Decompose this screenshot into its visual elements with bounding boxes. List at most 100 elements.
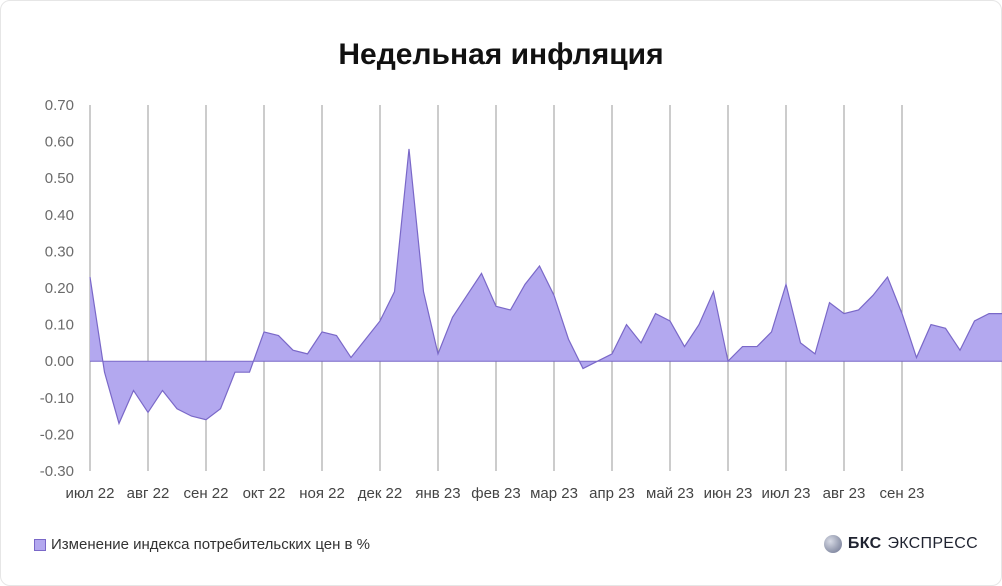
data-point [103, 371, 106, 374]
data-point [857, 308, 860, 311]
data-point [306, 352, 309, 355]
series-area [90, 148, 1002, 424]
data-point [915, 356, 918, 359]
data-point [495, 305, 498, 308]
data-point [553, 294, 556, 297]
data-point [422, 290, 425, 293]
x-tick-label: авг 22 [127, 485, 170, 502]
data-point [263, 330, 266, 333]
data-point [828, 301, 831, 304]
x-tick-label: июн 23 [704, 485, 753, 502]
y-tick-label: 0.70 [45, 97, 74, 114]
data-point [741, 345, 744, 348]
y-tick-label: -0.30 [40, 463, 74, 480]
data-point [582, 367, 585, 370]
data-point [712, 290, 715, 293]
legend-label: Изменение индекса потребительских цен в … [51, 536, 371, 553]
data-point [350, 356, 353, 359]
x-tick-label: ноя 22 [299, 485, 345, 502]
y-tick-label: 0.60 [45, 134, 74, 151]
x-tick-label: янв 23 [415, 485, 460, 502]
brand-suffix: ЭКСПРЕСС [887, 535, 978, 552]
data-point [683, 345, 686, 348]
data-point [321, 330, 324, 333]
x-tick-label: мар 23 [530, 485, 578, 502]
data-point [901, 312, 904, 315]
data-point [161, 389, 164, 392]
data-point [219, 407, 222, 410]
y-tick-label: 0.10 [45, 317, 74, 334]
bks-sphere-icon [823, 535, 842, 553]
data-point [567, 338, 570, 341]
series-line [89, 148, 1002, 426]
data-point [669, 319, 672, 322]
y-tick-label: 0.50 [45, 170, 74, 187]
data-point [654, 312, 657, 315]
data-point [379, 319, 382, 322]
data-point [248, 371, 251, 374]
legend-swatch [34, 538, 46, 551]
y-tick-label: 0.40 [45, 207, 74, 224]
data-point [437, 352, 440, 355]
data-point [944, 327, 947, 330]
data-point [785, 283, 788, 286]
x-tick-label: дек 22 [358, 485, 403, 502]
data-point [176, 407, 179, 410]
x-tick-label: сен 23 [880, 485, 925, 502]
data-point [393, 290, 396, 293]
x-tick-label: апр 23 [589, 485, 635, 502]
data-point [408, 147, 411, 150]
data-point [799, 341, 802, 344]
data-point [132, 389, 135, 392]
chart-title: Недельная инфляция [338, 38, 664, 71]
x-tick-label: июл 23 [762, 485, 811, 502]
data-point [727, 360, 730, 363]
data-point [625, 323, 628, 326]
legend: Изменение индекса потребительских цен в … [34, 536, 370, 553]
data-point [596, 360, 599, 363]
brand-name: БКС [847, 535, 882, 552]
x-tick-label: май 23 [646, 485, 694, 502]
y-tick-label: -0.10 [40, 390, 74, 407]
x-tick-label: окт 22 [243, 485, 286, 502]
data-point [277, 334, 280, 337]
data-point [843, 312, 846, 315]
data-point [886, 276, 889, 279]
data-point [770, 330, 773, 333]
data-point [480, 272, 483, 275]
data-point [930, 323, 933, 326]
data-point [524, 283, 527, 286]
y-tick-label: 0.30 [45, 243, 74, 260]
y-tick-label: -0.20 [40, 426, 74, 443]
data-point [292, 349, 295, 352]
y-tick-label: 0.20 [45, 280, 74, 297]
x-tick-label: фев 23 [471, 485, 521, 502]
data-point [466, 294, 469, 297]
data-point [205, 418, 208, 421]
data-point [756, 345, 759, 348]
data-point [509, 308, 512, 311]
data-point [118, 422, 121, 425]
data-point [988, 312, 991, 315]
data-point [234, 371, 237, 374]
data-point [872, 294, 875, 297]
data-point [698, 323, 701, 326]
data-point [335, 334, 338, 337]
data-point [611, 352, 614, 355]
data-point [147, 411, 150, 414]
data-point [959, 349, 962, 352]
data-point [814, 352, 817, 355]
data-point [89, 276, 92, 279]
x-tick-label: авг 23 [823, 485, 866, 502]
data-point [538, 265, 541, 268]
data-point [640, 341, 643, 344]
data-point [973, 319, 976, 322]
data-point [451, 316, 454, 319]
x-tick-label: сен 22 [184, 485, 229, 502]
data-point [364, 338, 367, 341]
y-tick-label: 0.00 [45, 353, 74, 370]
data-point [190, 415, 193, 418]
x-tick-label: июл 22 [66, 485, 115, 502]
